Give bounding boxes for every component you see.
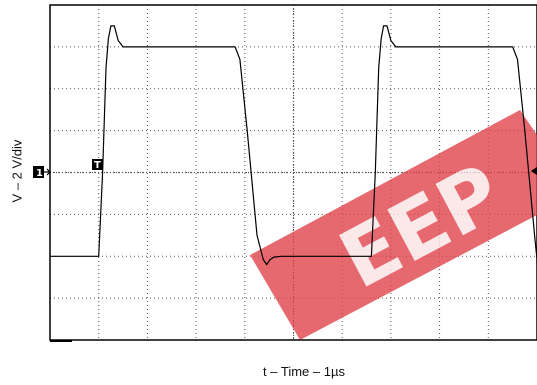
y-axis-label: V – 2 V/div (9, 139, 25, 203)
ground-reference-marker: 1 (33, 166, 51, 179)
trigger-marker: T (92, 159, 103, 171)
trigger-level-arrow (531, 167, 537, 175)
ground-marker-label: 1 (36, 168, 43, 179)
signal-trace (50, 25, 537, 266)
x-axis-label: t – Time – 1µs (263, 364, 345, 379)
trigger-marker-label: T (94, 160, 101, 171)
